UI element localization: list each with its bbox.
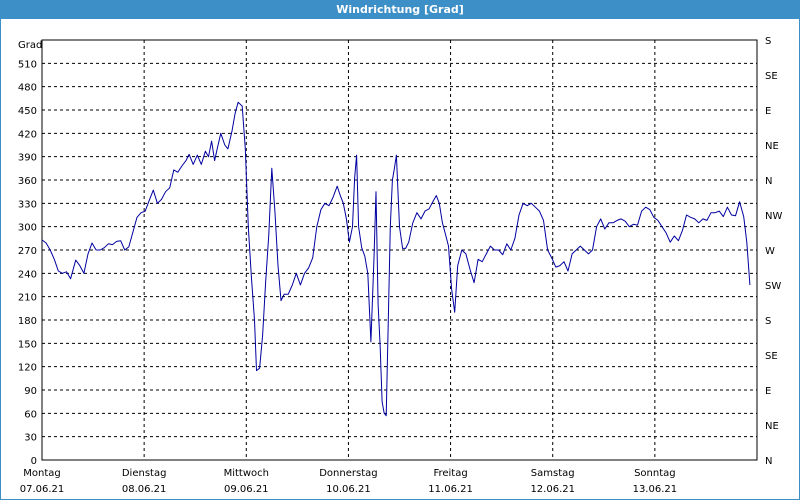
y-tick-label: 360	[18, 176, 37, 187]
x-tick-date-label: 09.06.21	[224, 484, 269, 495]
right-tick-label: SW	[765, 281, 781, 292]
y-tick-label: 240	[18, 269, 37, 280]
y-axis-label: Grad	[18, 40, 42, 51]
series-line-wind-direction	[41, 101, 751, 417]
right-tick-label: SE	[765, 351, 778, 362]
y-tick-label: 480	[18, 83, 37, 94]
y-tick-label: 390	[18, 153, 37, 164]
x-tick-day-label: Freitag	[433, 468, 467, 479]
x-axis: Montag 07.06.21 Dienstag 08.06.21 Mittwoch 09…	[20, 468, 677, 495]
right-tick-label: NE	[765, 421, 779, 432]
x-tick-day-label: Montag	[23, 468, 60, 479]
gridlines	[42, 40, 757, 460]
right-tick-label: W	[765, 246, 775, 257]
right-tick-label: S	[765, 316, 771, 327]
right-tick-label: SE	[765, 71, 778, 82]
y-tick-label: 330	[18, 199, 37, 210]
y-tick-label: 420	[18, 129, 37, 140]
x-tick-date-label: 10.06.21	[326, 484, 371, 495]
right-tick-label: NW	[765, 211, 782, 222]
y-tick-label: 30	[24, 433, 37, 444]
x-tick-date-label: 11.06.21	[428, 484, 473, 495]
right-tick-label: E	[765, 106, 771, 117]
right-tick-label: S	[765, 36, 771, 47]
y-tick-label: 60	[24, 409, 37, 420]
right-tick-label: E	[765, 386, 771, 397]
y-tick-label: 510	[18, 59, 37, 70]
x-tick-day-label: Sonntag	[634, 468, 676, 479]
y-tick-label: 150	[18, 339, 37, 350]
y-tick-label: 90	[24, 386, 37, 397]
y-tick-label: 120	[18, 363, 37, 374]
x-tick-date-label: 08.06.21	[122, 484, 167, 495]
y-tick-label: 300	[18, 223, 37, 234]
right-tick-label: N	[765, 456, 772, 467]
y-tick-label: 210	[18, 293, 37, 304]
right-tick-label: N	[765, 176, 772, 187]
y-tick-label: 450	[18, 106, 37, 117]
x-tick-date-label: 07.06.21	[20, 484, 65, 495]
left-y-axis: 0 30 60 90 120 150 180 210 240 270 300 330 360 390 420…	[18, 59, 37, 467]
x-tick-date-label: 13.06.21	[633, 484, 678, 495]
x-tick-day-label: Donnerstag	[319, 468, 377, 479]
chart-title: Windrichtung [Grad]	[0, 0, 800, 19]
y-tick-label: 180	[18, 316, 37, 327]
x-tick-day-label: Samstag	[531, 468, 575, 479]
x-tick-date-label: 12.06.21	[530, 484, 575, 495]
y-tick-label: 270	[18, 246, 37, 257]
x-tick-day-label: Dienstag	[122, 468, 167, 479]
right-tick-label: NE	[765, 141, 779, 152]
right-y-axis: N NE E SE S SW W NW N NE E SE S	[765, 36, 782, 467]
y-tick-label: 0	[31, 456, 37, 467]
x-tick-day-label: Mittwoch	[224, 468, 269, 479]
